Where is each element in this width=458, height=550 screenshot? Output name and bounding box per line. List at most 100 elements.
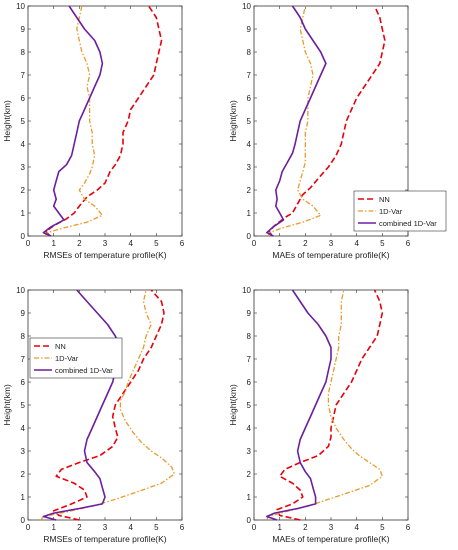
y-tick-label: 5 <box>21 401 26 410</box>
y-tick-label: 1 <box>21 209 26 218</box>
y-tick-label: 3 <box>21 163 26 172</box>
x-tick-label: 3 <box>103 523 108 532</box>
x-tick-label: 5 <box>380 239 385 248</box>
y-tick-label: 0 <box>247 232 252 241</box>
y-tick-label: 4 <box>247 424 252 433</box>
x-tick-label: 4 <box>354 239 359 248</box>
y-tick-label: 9 <box>21 309 26 318</box>
y-tick-label: 3 <box>21 447 26 456</box>
x-tick-label: 2 <box>303 523 308 532</box>
y-tick-label: 1 <box>21 493 26 502</box>
legend-entry-label: combined 1D-Var <box>379 219 437 228</box>
legend: NN 1D-Var combined 1D-Var <box>29 337 123 379</box>
y-tick-label: 8 <box>247 332 252 341</box>
y-tick-label: 4 <box>21 424 26 433</box>
legend: NN 1D-Var combined 1D-Var <box>353 190 447 232</box>
x-tick-label: 0 <box>252 523 257 532</box>
x-tick-label: 4 <box>354 523 359 532</box>
legend-entry-label: 1D-Var <box>379 207 403 216</box>
series-line-nn <box>52 289 165 521</box>
series-line-nn <box>45 5 163 237</box>
y-axis-label: Height(km) <box>2 100 12 142</box>
legend-entry-label: combined 1D-Var <box>55 366 113 375</box>
y-tick-label: 6 <box>21 378 26 387</box>
y-tick-label: 5 <box>247 401 252 410</box>
y-tick-label: 7 <box>247 71 252 80</box>
x-axis-label: MAEs of temperature profile(K) <box>272 250 389 260</box>
chart-panel-3: 0 1 2 3 4 5 6 0 1 2 3 4 5 6 7 8 9 10 RMSEs of temperature … <box>2 286 185 544</box>
series-line-1d-var <box>266 289 383 521</box>
x-tick-label: 1 <box>277 523 282 532</box>
x-tick-label: 1 <box>51 523 56 532</box>
x-tick-label: 4 <box>128 239 133 248</box>
plot-area <box>253 289 409 521</box>
series-line-1d-var <box>44 5 104 237</box>
y-tick-label: 4 <box>247 140 252 149</box>
y-tick-label: 3 <box>247 163 252 172</box>
y-tick-label: 0 <box>21 232 26 241</box>
x-tick-label: 4 <box>128 523 133 532</box>
y-tick-label: 2 <box>247 186 252 195</box>
y-tick-label: 2 <box>21 186 26 195</box>
x-tick-label: 6 <box>180 239 185 248</box>
y-tick-label: 10 <box>16 2 25 11</box>
x-tick-label: 1 <box>51 239 56 248</box>
y-tick-label: 8 <box>21 332 26 341</box>
y-axis-label: Height(km) <box>2 384 12 426</box>
y-tick-label: 6 <box>21 94 26 103</box>
x-tick-label: 2 <box>77 239 82 248</box>
x-tick-label: 6 <box>406 239 411 248</box>
y-tick-label: 10 <box>242 286 251 295</box>
y-tick-label: 6 <box>247 378 252 387</box>
y-tick-label: 8 <box>247 48 252 57</box>
x-tick-label: 6 <box>180 523 185 532</box>
series-line-combined-1d-var <box>42 289 122 521</box>
y-tick-label: 5 <box>247 117 252 126</box>
legend-entry-label: 1D-Var <box>55 354 79 363</box>
x-tick-label: 0 <box>252 239 257 248</box>
y-tick-label: 7 <box>21 71 26 80</box>
chart-panel-2: 0 1 2 3 4 5 6 0 1 2 3 4 5 6 7 8 9 10 MAEs of temperature p… <box>228 2 447 260</box>
series-line-combined-1d-var <box>42 5 104 237</box>
x-tick-label: 3 <box>103 239 108 248</box>
x-tick-label: 1 <box>277 239 282 248</box>
x-tick-label: 3 <box>329 239 334 248</box>
x-tick-label: 5 <box>154 523 159 532</box>
legend-entry-label: NN <box>55 342 66 351</box>
series-line-1d-var <box>267 5 322 237</box>
x-tick-label: 6 <box>406 523 411 532</box>
x-axis-label: MAEs of temperature profile(K) <box>272 534 389 544</box>
y-axis-label: Height(km) <box>228 384 238 426</box>
chart-panel-4: 0 1 2 3 4 5 6 0 1 2 3 4 5 6 7 8 9 10 MAEs of temperature p… <box>228 286 411 544</box>
y-tick-label: 8 <box>21 48 26 57</box>
y-tick-label: 9 <box>21 25 26 34</box>
y-tick-label: 1 <box>247 209 252 218</box>
series-line-nn <box>268 5 386 237</box>
y-tick-label: 9 <box>247 309 252 318</box>
y-tick-label: 4 <box>21 140 26 149</box>
x-tick-label: 2 <box>303 239 308 248</box>
y-tick-label: 10 <box>242 2 251 11</box>
x-tick-label: 5 <box>154 239 159 248</box>
series-line-combined-1d-var <box>265 289 332 521</box>
x-axis-label: RMSEs of temperature profile(K) <box>43 534 166 544</box>
series-line-nn <box>276 289 384 521</box>
x-tick-label: 0 <box>26 239 31 248</box>
y-tick-label: 10 <box>16 286 25 295</box>
y-tick-label: 1 <box>247 493 252 502</box>
y-tick-label: 6 <box>247 94 252 103</box>
x-axis-label: RMSEs of temperature profile(K) <box>43 250 166 260</box>
series-line-combined-1d-var <box>265 5 327 237</box>
y-tick-label: 7 <box>247 355 252 364</box>
y-tick-label: 2 <box>247 470 252 479</box>
y-tick-label: 0 <box>21 516 26 525</box>
chart-panel-1: 0 1 2 3 4 5 6 0 1 2 3 4 5 6 7 8 9 10 RMSEs of temperature … <box>2 2 185 260</box>
y-tick-label: 5 <box>21 117 26 126</box>
series-line-1d-var <box>40 289 175 521</box>
plot-area <box>27 289 183 521</box>
legend-entry-label: NN <box>379 195 390 204</box>
y-tick-label: 3 <box>247 447 252 456</box>
y-tick-label: 7 <box>21 355 26 364</box>
x-tick-label: 2 <box>77 523 82 532</box>
